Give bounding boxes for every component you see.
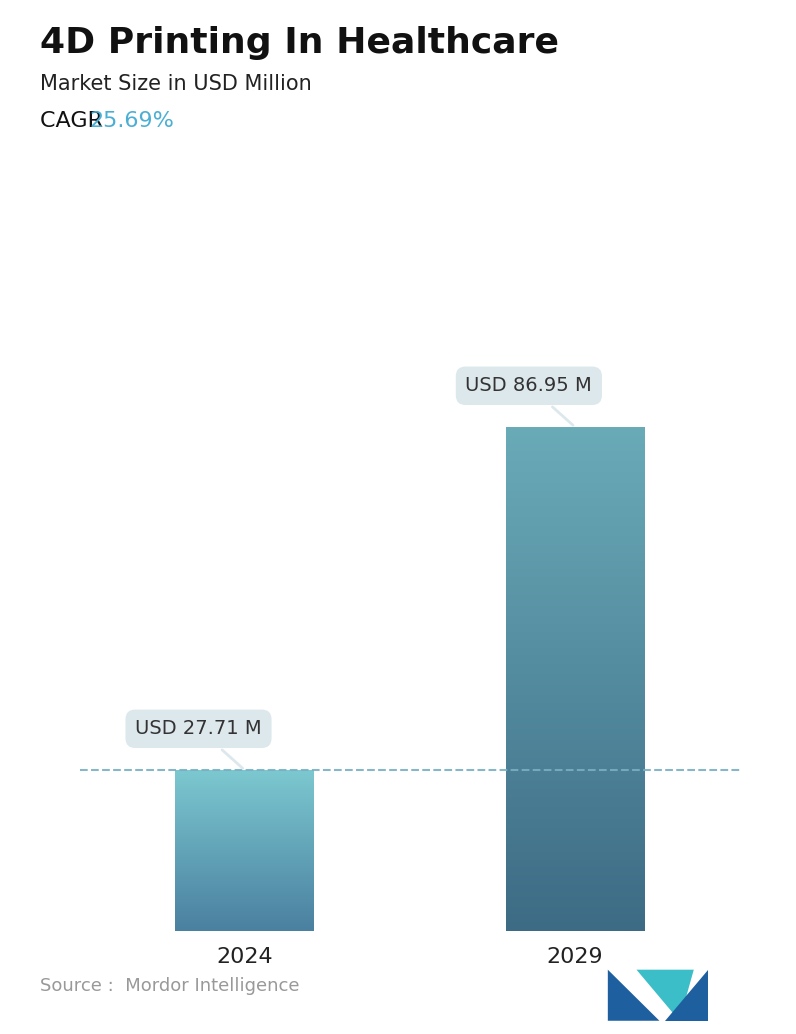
Text: Market Size in USD Million: Market Size in USD Million [40,74,311,94]
Text: 25.69%: 25.69% [89,111,174,130]
Polygon shape [608,970,659,1021]
Text: CAGR: CAGR [40,111,110,130]
Text: USD 27.71 M: USD 27.71 M [135,720,262,768]
Text: Source :  Mordor Intelligence: Source : Mordor Intelligence [40,977,299,995]
Text: USD 86.95 M: USD 86.95 M [466,376,592,425]
Text: 4D Printing In Healthcare: 4D Printing In Healthcare [40,26,559,60]
Polygon shape [637,970,694,1021]
Polygon shape [665,970,708,1021]
